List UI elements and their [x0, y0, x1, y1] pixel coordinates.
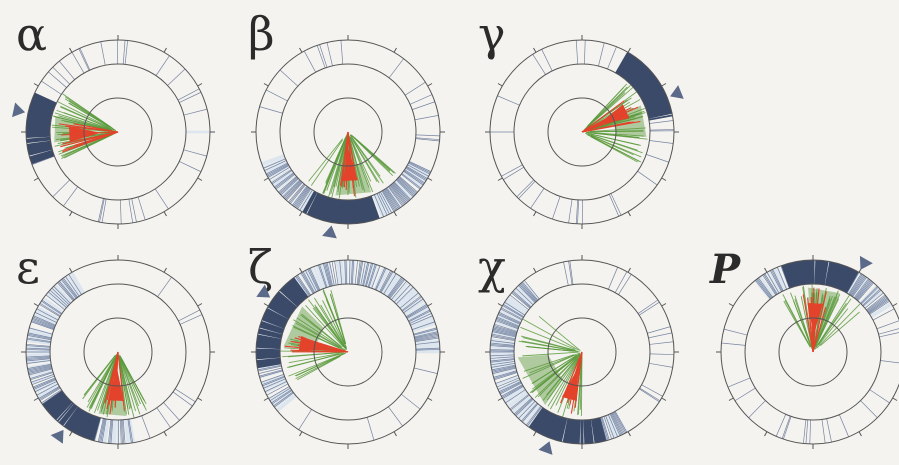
position-marker-icon — [538, 441, 553, 455]
outer-ring-band — [259, 40, 440, 225]
outer-ring-band — [489, 260, 674, 445]
panel-alpha: α — [12, 7, 215, 229]
panel-label-zeta: ζ — [248, 240, 273, 294]
ring-outline — [547, 97, 617, 167]
red-wedge — [597, 104, 630, 125]
ring-outline — [778, 317, 848, 387]
outer-ring-band — [255, 259, 441, 441]
red-wedge — [342, 148, 358, 181]
panel-label-beta: β — [248, 7, 275, 61]
panel-label-alpha: α — [16, 7, 47, 61]
red-rays — [58, 123, 119, 153]
red-rays — [581, 100, 641, 133]
ring-outline — [83, 97, 153, 167]
position-marker-icon — [859, 255, 873, 270]
ring-outline — [744, 283, 882, 421]
ring-outline — [513, 283, 651, 421]
outer-ring-band — [25, 39, 210, 224]
red-rays — [284, 335, 349, 353]
panel-label-p: P — [709, 246, 742, 293]
outer-ring-band — [721, 259, 899, 444]
outer-ring-band — [25, 271, 203, 445]
ring-outline — [313, 317, 383, 387]
red-rays — [802, 287, 827, 353]
red-wedge — [561, 368, 578, 402]
panel-zeta: ζ — [248, 240, 445, 449]
panel-label-epsilon: ε — [16, 240, 40, 294]
ring-outline — [547, 317, 617, 387]
red-wedge — [108, 368, 124, 401]
ring-outline — [83, 317, 153, 387]
panel-p: P — [709, 246, 899, 449]
position-marker-icon — [322, 225, 337, 239]
panel-epsilon: ε — [16, 240, 215, 449]
ring-outline — [49, 63, 187, 201]
outer-ring-band — [490, 40, 674, 225]
position-marker-icon — [50, 429, 64, 444]
ring-outline — [279, 283, 417, 421]
ring-outline — [720, 259, 899, 445]
ring-outline — [513, 63, 651, 201]
red-rays — [560, 351, 583, 414]
ring-outline — [313, 97, 383, 167]
position-marker-icon — [256, 284, 271, 298]
panel-label-chi: χ — [478, 240, 506, 294]
position-marker-icon — [670, 85, 684, 99]
panel-gamma: γ — [478, 7, 684, 229]
green-rays — [280, 288, 348, 381]
red-rays — [339, 131, 358, 197]
ring-outline — [279, 63, 417, 201]
ring-outline — [49, 283, 187, 421]
panel-label-gamma: γ — [478, 7, 506, 61]
panel-beta: β — [248, 7, 445, 239]
red-wedge — [807, 303, 823, 336]
red-wedge — [69, 126, 102, 142]
position-marker-icon — [12, 102, 26, 118]
panel-chi: χ — [478, 240, 679, 455]
red-rays — [104, 351, 125, 415]
